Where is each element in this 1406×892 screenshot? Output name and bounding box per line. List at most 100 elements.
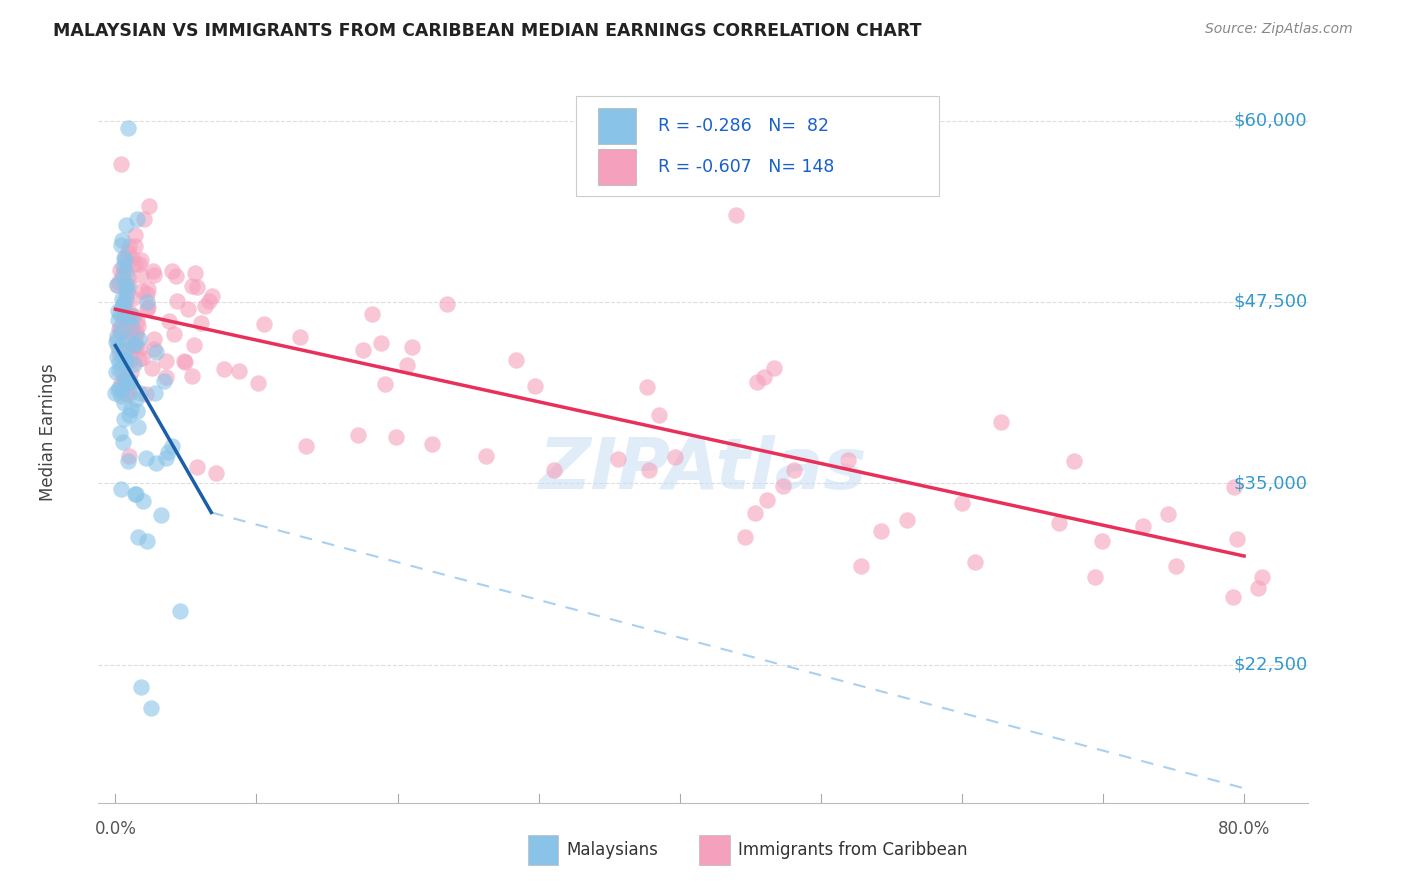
Point bbox=[145, 344, 167, 359]
Point bbox=[136, 302, 159, 317]
Point bbox=[120, 366, 142, 380]
Point bbox=[127, 419, 149, 434]
Point bbox=[118, 306, 141, 320]
Point bbox=[145, 457, 167, 471]
Point bbox=[247, 376, 270, 390]
Point bbox=[135, 386, 157, 401]
Point bbox=[118, 353, 141, 368]
Point bbox=[661, 171, 683, 186]
Point bbox=[114, 310, 136, 324]
Point bbox=[135, 287, 157, 301]
Point bbox=[1251, 570, 1274, 584]
Point bbox=[136, 294, 159, 309]
Point bbox=[108, 425, 131, 440]
Point bbox=[115, 284, 138, 298]
Point bbox=[352, 343, 374, 357]
Point bbox=[524, 379, 547, 393]
Point bbox=[110, 263, 132, 277]
Point bbox=[401, 340, 423, 354]
Point bbox=[118, 408, 141, 422]
Point bbox=[869, 524, 891, 538]
Point bbox=[112, 296, 135, 310]
Point bbox=[1063, 454, 1085, 468]
Point bbox=[1132, 519, 1154, 533]
Point bbox=[201, 288, 224, 302]
Point bbox=[124, 228, 146, 243]
Point bbox=[128, 257, 150, 271]
Point bbox=[107, 355, 129, 369]
Point bbox=[131, 351, 153, 365]
Point bbox=[115, 356, 138, 370]
Point bbox=[110, 325, 132, 339]
Point bbox=[756, 492, 779, 507]
Point bbox=[141, 360, 163, 375]
Point bbox=[110, 271, 132, 285]
Point bbox=[190, 316, 212, 330]
Point bbox=[118, 327, 141, 342]
Point bbox=[112, 310, 135, 324]
Point bbox=[128, 341, 150, 355]
Text: Median Earnings: Median Earnings bbox=[38, 364, 56, 501]
Point bbox=[125, 487, 148, 501]
Point bbox=[114, 279, 136, 293]
Point bbox=[783, 463, 806, 477]
Point bbox=[129, 268, 152, 282]
Text: R = -0.607   N= 148: R = -0.607 N= 148 bbox=[658, 158, 835, 176]
Point bbox=[118, 387, 141, 401]
Point bbox=[129, 253, 152, 268]
Point bbox=[174, 355, 197, 369]
Point bbox=[104, 365, 127, 379]
Point bbox=[1049, 516, 1071, 530]
Point bbox=[114, 252, 136, 267]
Point bbox=[132, 493, 155, 508]
Point bbox=[128, 352, 150, 367]
Point bbox=[186, 280, 208, 294]
Point bbox=[648, 408, 671, 422]
Point bbox=[112, 396, 135, 410]
Point bbox=[111, 298, 134, 312]
Point bbox=[142, 264, 165, 278]
Point bbox=[114, 250, 136, 264]
Point bbox=[108, 322, 131, 336]
Text: R = -0.286   N=  82: R = -0.286 N= 82 bbox=[658, 117, 830, 135]
Point bbox=[117, 374, 139, 388]
Point bbox=[143, 342, 166, 356]
Point bbox=[118, 238, 141, 252]
Bar bbox=[527, 836, 558, 865]
Point bbox=[166, 294, 188, 309]
Point bbox=[194, 300, 217, 314]
Text: 0.0%: 0.0% bbox=[94, 821, 136, 838]
Point bbox=[121, 325, 143, 339]
Point bbox=[157, 445, 180, 459]
Point bbox=[143, 332, 166, 346]
Point bbox=[107, 275, 129, 289]
Point bbox=[183, 266, 205, 280]
Bar bbox=[598, 108, 637, 144]
Point bbox=[118, 449, 141, 463]
Text: MALAYSIAN VS IMMIGRANTS FROM CARIBBEAN MEDIAN EARNINGS CORRELATION CHART: MALAYSIAN VS IMMIGRANTS FROM CARIBBEAN M… bbox=[53, 22, 922, 40]
Point bbox=[105, 329, 128, 343]
Point bbox=[744, 506, 766, 520]
Point bbox=[162, 264, 184, 278]
Point bbox=[295, 439, 318, 453]
Point bbox=[990, 415, 1012, 429]
Point bbox=[118, 321, 141, 335]
Point bbox=[134, 211, 156, 226]
Point bbox=[120, 320, 142, 334]
Point bbox=[138, 199, 160, 213]
Point bbox=[115, 218, 138, 232]
Point bbox=[107, 312, 129, 326]
Text: $35,000: $35,000 bbox=[1233, 475, 1308, 492]
Point bbox=[197, 293, 219, 308]
Point bbox=[111, 292, 134, 306]
Point bbox=[143, 268, 166, 282]
Point bbox=[112, 375, 135, 389]
Point bbox=[896, 513, 918, 527]
Point bbox=[129, 385, 152, 400]
Point bbox=[155, 450, 177, 465]
Point bbox=[107, 340, 129, 354]
Point bbox=[105, 277, 128, 292]
Point bbox=[1226, 532, 1249, 546]
Point bbox=[436, 297, 458, 311]
Point bbox=[105, 335, 128, 350]
